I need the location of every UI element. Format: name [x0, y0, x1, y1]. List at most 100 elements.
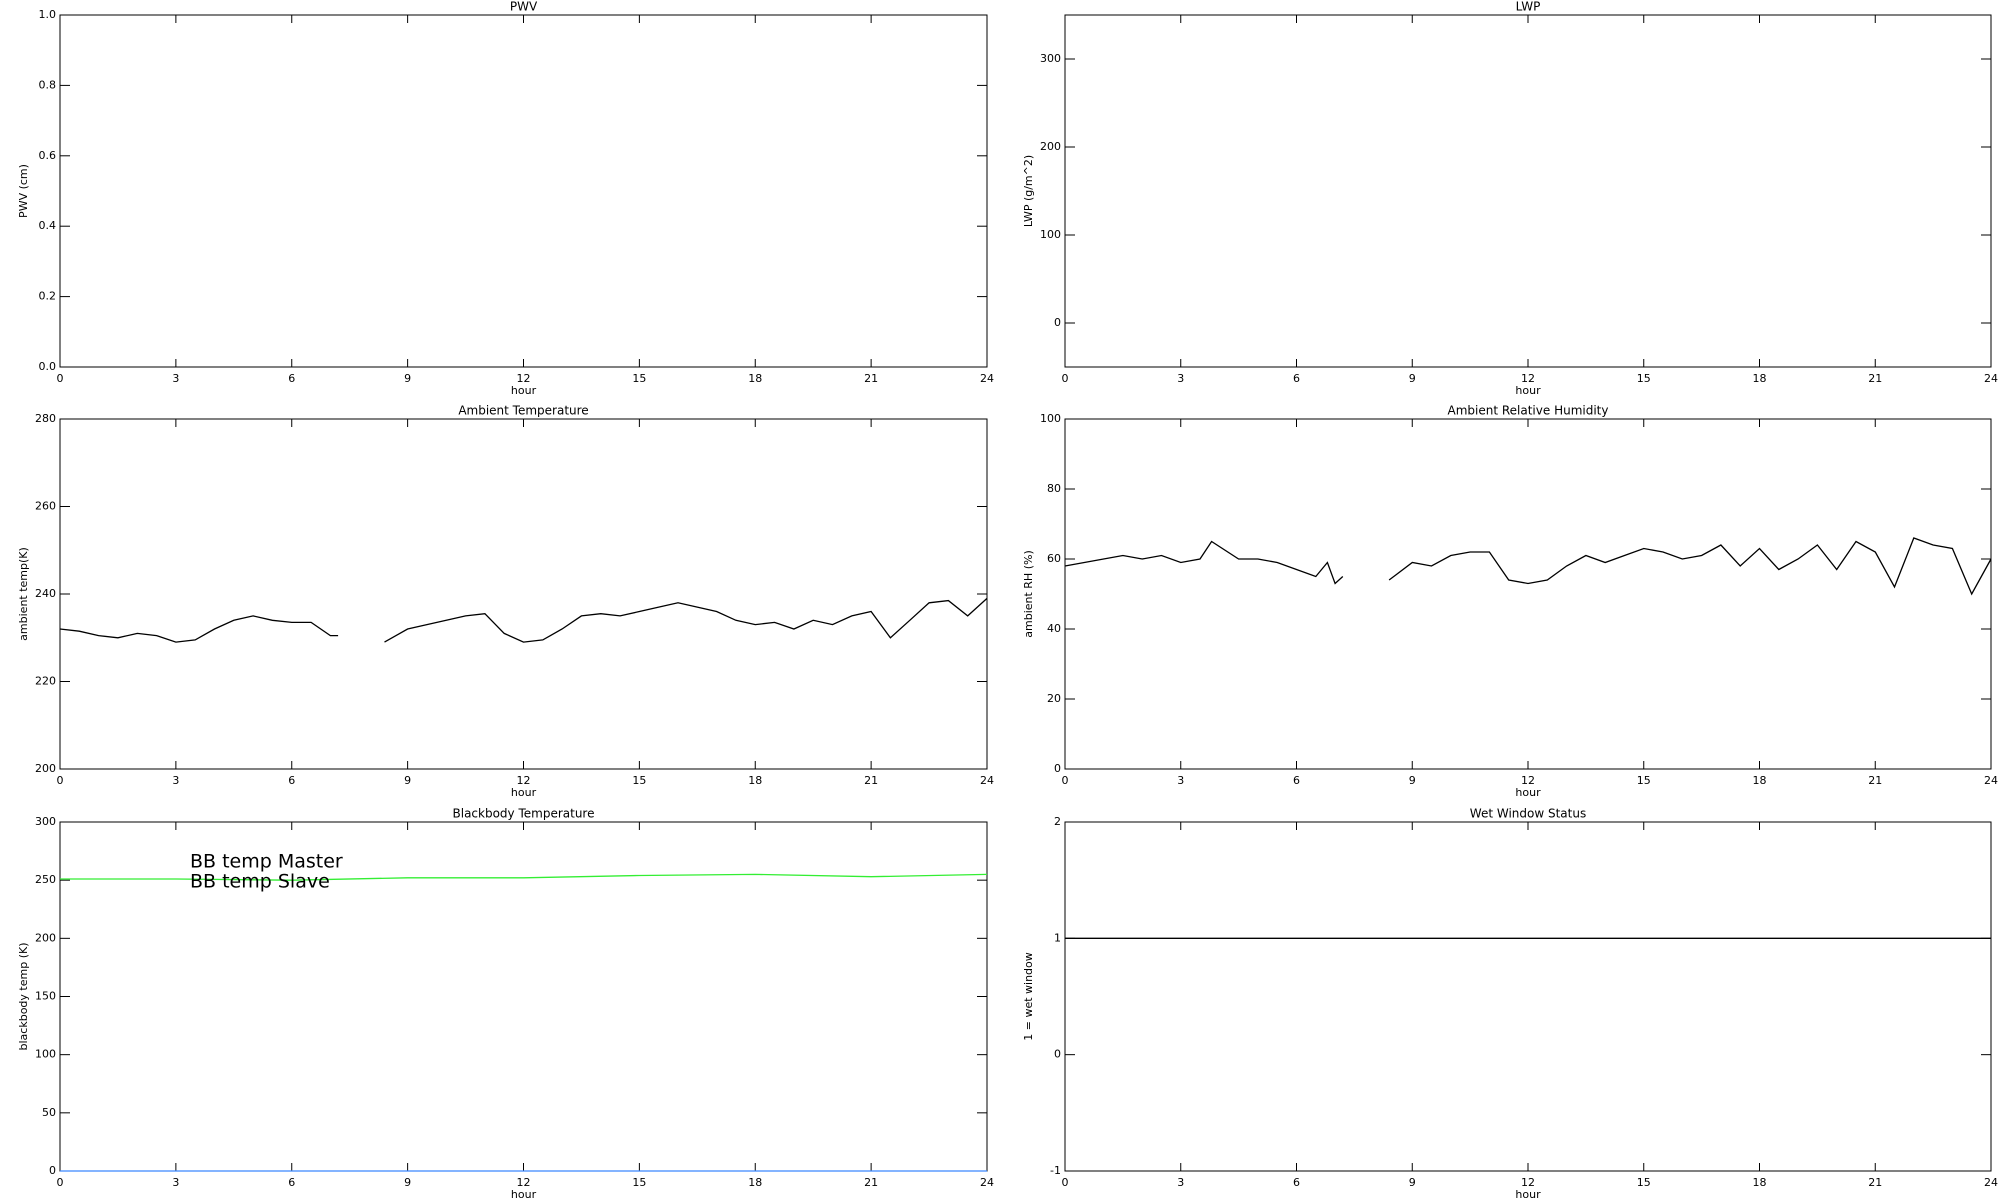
x-tick-label: 15 [632, 774, 646, 787]
x-tick-label: 6 [1293, 1176, 1300, 1189]
x-tick-label: 3 [1177, 1176, 1184, 1189]
x-tick-label: 21 [1868, 372, 1882, 385]
x-tick-label: 18 [1753, 774, 1767, 787]
x-tick-label: 24 [980, 372, 994, 385]
x-tick-label: 12 [517, 1176, 531, 1189]
x-tick-label: 12 [517, 774, 531, 787]
y-tick-label: 40 [1047, 622, 1061, 635]
y-tick-label: 0 [1054, 1048, 1061, 1061]
x-tick-label: 18 [748, 1176, 762, 1189]
x-tick-label: 21 [864, 774, 878, 787]
data-line [59, 597, 988, 643]
x-tick-label: 0 [1062, 1176, 1069, 1189]
x-tick-label: 15 [1637, 774, 1651, 787]
x-tick-label: 12 [1521, 1176, 1535, 1189]
x-tick-label: 18 [1753, 1176, 1767, 1189]
y-tick-label: 0.2 [39, 290, 57, 303]
data-line [60, 873, 988, 881]
chart-title: Ambient Temperature [458, 404, 588, 418]
chart-title: Ambient Relative Humidity [1448, 404, 1609, 418]
y-tick-label: 240 [35, 587, 56, 600]
y-tick-label: 20 [1047, 692, 1061, 705]
x-tick-label: 3 [172, 774, 179, 787]
x-tick-label: 12 [517, 372, 531, 385]
y-tick-label: 100 [1040, 228, 1061, 241]
x-tick-label: 18 [748, 774, 762, 787]
chart-title: LWP [1516, 0, 1541, 14]
y-tick-label: 200 [35, 931, 56, 944]
y-tick-label: 80 [1047, 482, 1061, 495]
x-tick-label: 0 [1062, 774, 1069, 787]
x-tick-label: 12 [1521, 774, 1535, 787]
y-tick-label: 1 [1054, 931, 1061, 944]
x-tick-label: 21 [864, 1176, 878, 1189]
x-tick-label: 9 [404, 774, 411, 787]
x-tick-label: 12 [1521, 372, 1535, 385]
y-tick-label: 250 [35, 873, 56, 886]
y-axis-label: ambient RH (%) [1022, 550, 1035, 638]
y-tick-label: 0 [1054, 762, 1061, 775]
chart-title: Blackbody Temperature [453, 807, 595, 821]
y-tick-label: 300 [1040, 52, 1061, 65]
x-tick-label: 24 [1984, 372, 1998, 385]
x-axis-label: hour [1515, 384, 1541, 397]
chart: Ambient Relative Humidity hour ambient RH … [1022, 404, 1998, 800]
chart: Ambient Temperature hour ambient temp(K) 0 3… [17, 404, 994, 800]
plot-frame [1064, 14, 1992, 368]
x-tick-label: 6 [288, 372, 295, 385]
x-tick-label: 0 [57, 1176, 64, 1189]
x-tick-label: 24 [1984, 774, 1998, 787]
y-tick-label: 0.0 [39, 360, 57, 373]
y-tick-label: 60 [1047, 552, 1061, 565]
x-tick-label: 21 [1868, 1176, 1882, 1189]
y-tick-label: 200 [1040, 140, 1061, 153]
x-tick-label: 9 [404, 372, 411, 385]
chart: PWV hour PWV (cm) 0 3 6 9 12 15 18 21 24 0.0 0.2 0.4 0.… [17, 0, 994, 397]
x-axis-label: hour [511, 786, 537, 799]
legend-entry: BB temp Slave [190, 871, 330, 893]
legend-entry: BB temp Master [190, 851, 343, 873]
y-axis-label: 1 = wet window [1022, 952, 1035, 1041]
y-tick-label: 200 [35, 762, 56, 775]
x-tick-label: 24 [980, 774, 994, 787]
x-tick-label: 15 [632, 1176, 646, 1189]
x-axis-label: hour [511, 1188, 537, 1200]
chart-title: Wet Window Status [1470, 807, 1586, 821]
x-tick-label: 15 [632, 372, 646, 385]
x-tick-label: 3 [1177, 774, 1184, 787]
y-tick-label: 280 [35, 412, 56, 425]
x-tick-label: 3 [1177, 372, 1184, 385]
x-tick-label: 9 [1409, 1176, 1416, 1189]
y-tick-label: 260 [35, 500, 56, 513]
y-tick-label: -1 [1050, 1164, 1061, 1177]
y-axis-label: blackbody temp (K) [17, 943, 30, 1051]
data-line [1064, 537, 1992, 596]
x-tick-label: 21 [1868, 774, 1882, 787]
x-axis-label: hour [1515, 786, 1541, 799]
plot-frame [1064, 418, 1992, 770]
y-tick-label: 0.4 [39, 219, 57, 232]
y-tick-label: 150 [35, 990, 56, 1003]
y-tick-label: 100 [1040, 412, 1061, 425]
x-axis-label: hour [511, 384, 537, 397]
y-axis-label: ambient temp(K) [17, 547, 30, 641]
y-tick-label: 0.6 [39, 149, 57, 162]
y-tick-label: 1.0 [39, 8, 57, 21]
plot-frame [59, 14, 988, 368]
x-tick-label: 0 [57, 774, 64, 787]
x-tick-label: 24 [980, 1176, 994, 1189]
x-tick-label: 9 [1409, 372, 1416, 385]
x-tick-label: 6 [1293, 774, 1300, 787]
x-tick-label: 9 [404, 1176, 411, 1189]
y-axis-label: PWV (cm) [17, 164, 30, 218]
x-tick-label: 6 [288, 1176, 295, 1189]
chart: Blackbody Temperature hour blackbody temp … [17, 807, 994, 1202]
chart-title: PWV [510, 0, 538, 14]
chart: LWP hour LWP (g/m^2) 0 3 6 9 12 15 18 21 24 0 100 200 3… [1022, 0, 1998, 397]
x-tick-label: 3 [172, 1176, 179, 1189]
x-axis-label: hour [1515, 1188, 1541, 1200]
x-tick-label: 21 [864, 372, 878, 385]
x-tick-label: 15 [1637, 1176, 1651, 1189]
